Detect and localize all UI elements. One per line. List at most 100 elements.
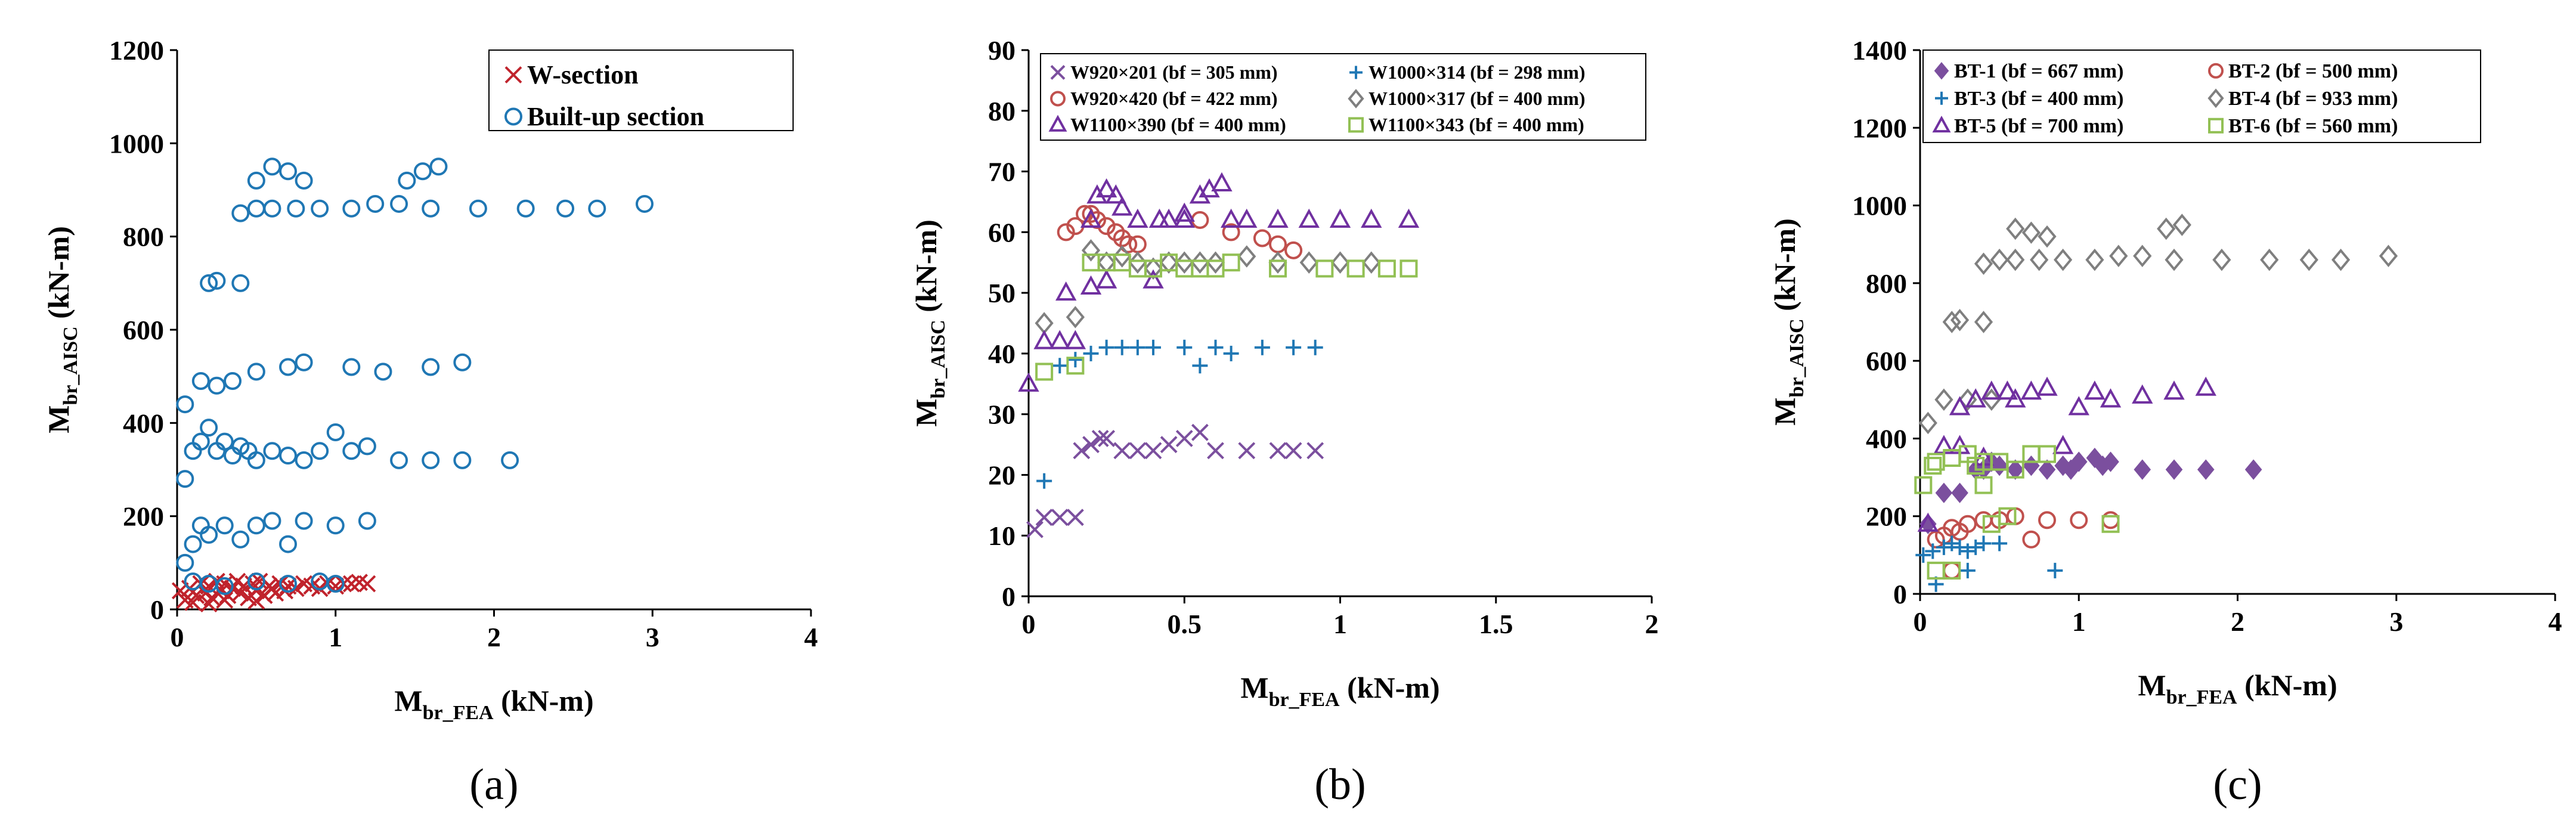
data-point (1935, 482, 1953, 503)
data-point (342, 358, 361, 376)
data-point (2047, 562, 2063, 578)
legend-label: BT-2 (bf = 500 mm) (2228, 60, 2398, 82)
data-point (422, 199, 440, 218)
series-0 (1026, 423, 1324, 538)
data-point (2101, 511, 2120, 529)
legend-marker (504, 66, 522, 83)
chart-panel-c: 0 200 400 600 800 1000 1200 1400 0 1 2 3 4 Mbr_FEA (k… (1717, 0, 2576, 833)
data-point (1067, 352, 1083, 368)
data-point (1299, 251, 1318, 274)
x-tick-label: 2 (2231, 606, 2244, 637)
data-point (1958, 515, 1977, 533)
data-point (208, 376, 226, 395)
data-point (1950, 309, 1970, 332)
y-tick-label: 20 (988, 460, 1015, 490)
data-point (1206, 259, 1225, 278)
data-point (453, 451, 472, 469)
legend-label: W920×420 (bf = 422 mm) (1070, 88, 1278, 109)
data-point (1035, 363, 1054, 381)
data-point (1237, 245, 1256, 268)
data-point (2038, 445, 2056, 463)
x-tick-label: 0 (171, 622, 184, 652)
legend-marker (2208, 63, 2224, 79)
data-point (1064, 330, 1086, 349)
data-point (224, 371, 242, 390)
data-point (1400, 259, 1418, 278)
x-tick-label: 2 (1645, 609, 1659, 639)
x-tick-label: 0 (1914, 606, 1927, 637)
data-point (1315, 259, 1334, 278)
panel-label: (c) (2213, 760, 2262, 809)
data-point (390, 194, 408, 213)
data-point (1974, 252, 1993, 275)
data-point (2006, 249, 2025, 271)
legend-marker (1932, 115, 1951, 133)
legend-box (1040, 53, 1646, 141)
data-point (1306, 442, 1324, 460)
data-point (1208, 339, 1224, 355)
data-point (2197, 459, 2215, 480)
legend-label: BT-3 (bf = 400 mm) (1954, 88, 2123, 110)
data-point (2260, 249, 2279, 271)
legend-marker (1050, 65, 1066, 80)
data-point (247, 572, 265, 591)
data-point (1934, 388, 1953, 411)
data-point (200, 525, 218, 544)
data-point (176, 470, 194, 488)
data-point (1992, 535, 2008, 552)
legend-marker (504, 107, 522, 126)
data-point (1080, 208, 1102, 228)
x-tick-label: 1 (2072, 606, 2086, 637)
data-point (453, 353, 472, 371)
data-point (216, 591, 234, 609)
y-tick-label: 600 (1866, 346, 1907, 376)
data-point (215, 577, 234, 595)
data-point (1097, 251, 1116, 274)
data-point (208, 271, 226, 290)
data-point (295, 512, 313, 530)
data-point (200, 595, 218, 613)
y-tick-label: 400 (123, 408, 164, 438)
data-point (1398, 208, 1420, 228)
y-tick-label: 600 (123, 315, 164, 345)
data-point (215, 516, 234, 535)
data-point (1943, 561, 1961, 580)
data-point (1998, 507, 2017, 525)
data-point (1143, 269, 1164, 289)
data-point (247, 171, 265, 190)
data-point (2084, 380, 2106, 400)
data-point (1086, 184, 1108, 204)
y-axis-label: Mbr_AISC (kN-m) (909, 219, 949, 426)
data-point (1254, 339, 1270, 355)
x-tick-label: 1 (1333, 609, 1347, 639)
data-point (2331, 249, 2351, 271)
data-point (1148, 208, 1171, 228)
data-point (374, 363, 392, 381)
data-point (1190, 251, 1209, 274)
series-4 (1018, 172, 1420, 392)
y-tick-label: 0 (150, 594, 164, 625)
data-point (1936, 539, 1952, 555)
data-point (1284, 241, 1303, 259)
data-point (247, 199, 265, 218)
x-tick-label: 1.5 (1479, 609, 1513, 639)
data-point (1035, 312, 1054, 335)
data-point (2109, 244, 2128, 267)
data-point (1144, 257, 1163, 280)
data-point (1220, 208, 1242, 228)
data-point (2023, 455, 2040, 476)
data-point (1330, 251, 1350, 274)
data-point (215, 432, 234, 451)
data-point (1286, 339, 1302, 355)
data-point (1159, 251, 1178, 274)
data-point (1052, 358, 1068, 374)
data-point (191, 432, 210, 451)
data-point (1346, 259, 1365, 278)
y-tick-label: 1000 (109, 128, 164, 159)
data-point (1055, 281, 1077, 301)
data-point (429, 157, 448, 176)
data-point (2038, 459, 2056, 480)
x-tick-label: 3 (646, 622, 660, 652)
data-point (1174, 208, 1195, 228)
data-point (2022, 530, 2041, 549)
